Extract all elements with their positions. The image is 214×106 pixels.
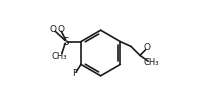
Text: O: O [58, 25, 65, 34]
Text: O: O [50, 25, 57, 34]
Text: CH₃: CH₃ [143, 58, 159, 67]
Text: O: O [144, 43, 151, 52]
Text: CH₃: CH₃ [52, 52, 67, 61]
Text: F: F [73, 69, 78, 78]
Text: S: S [62, 37, 69, 47]
